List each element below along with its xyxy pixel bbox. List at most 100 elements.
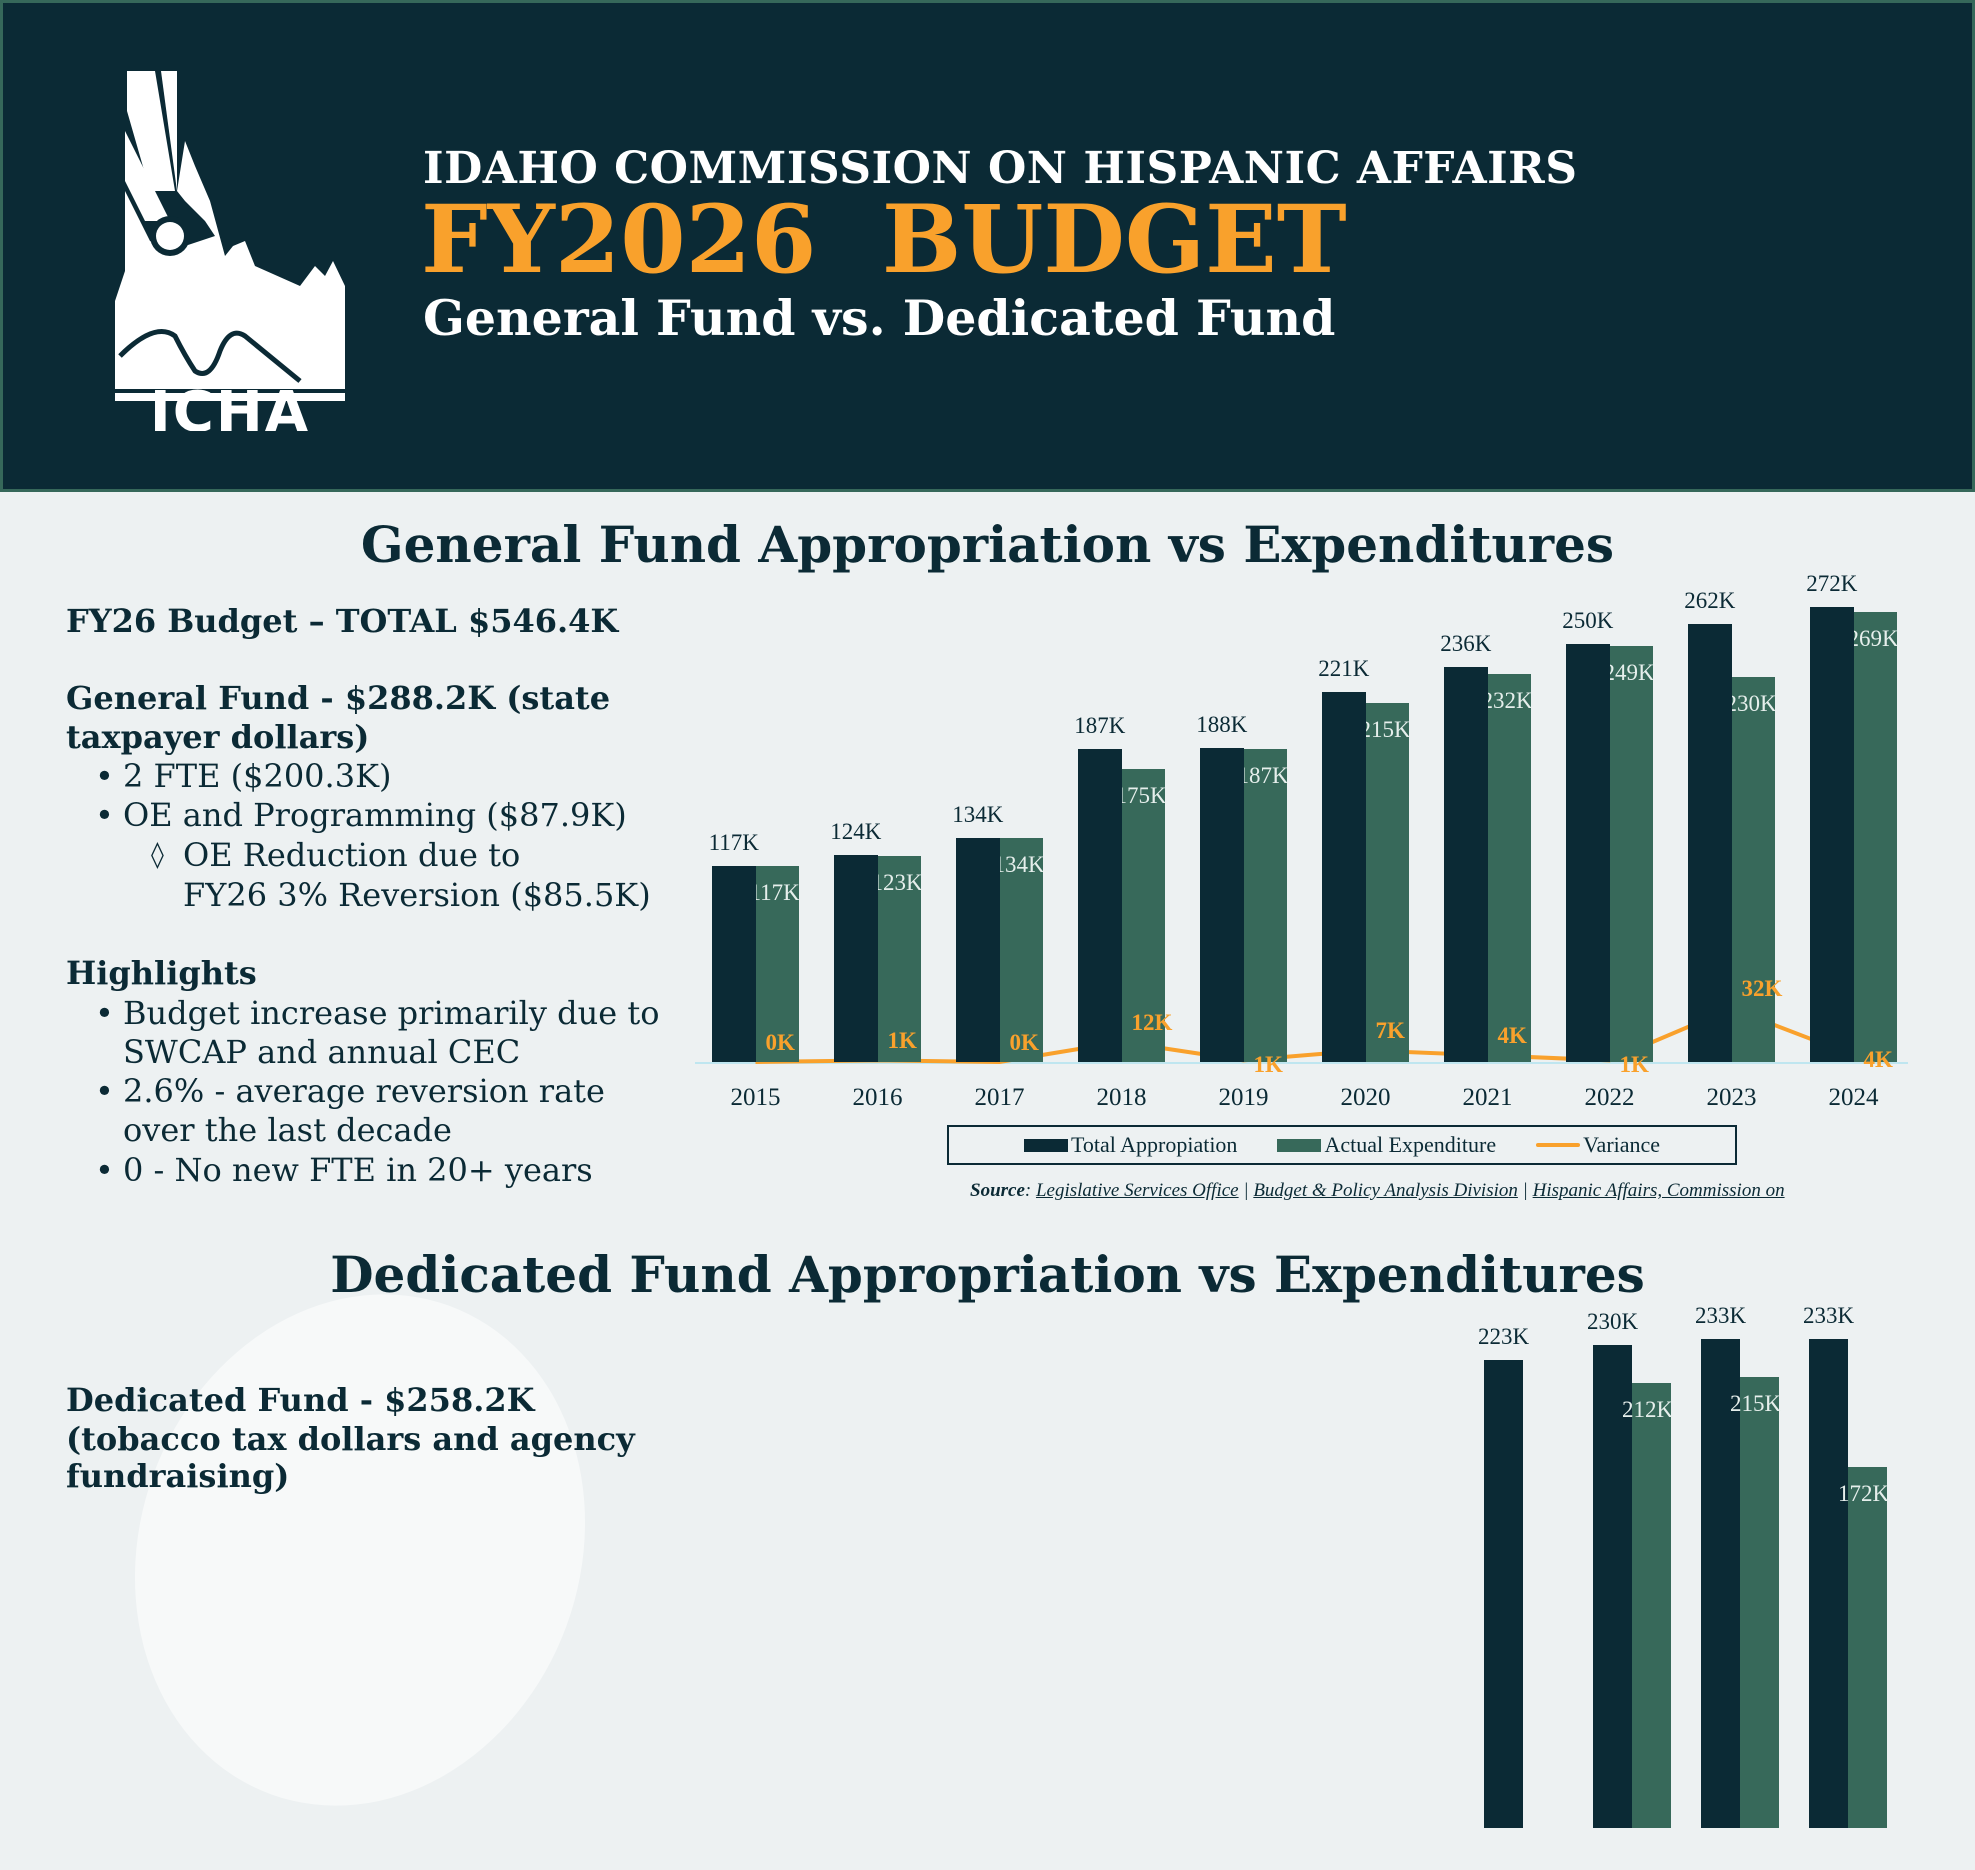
page-title: FY2026 BUDGET (421, 185, 1347, 295)
label-actual-expenditure: 232K (1488, 688, 1532, 714)
highlights-heading: Highlights (66, 954, 257, 992)
label-total-appropriation: 223K (1477, 1323, 1530, 1349)
bullet-oe: OE and Programming ($87.9K) (95, 796, 627, 834)
bar-total-appropriation (1484, 1359, 1523, 1828)
bar-total-appropriation (1810, 607, 1854, 1062)
label-total-appropriation: 134K (952, 801, 1004, 827)
legend-actual-expenditure: Actual Expenditure (1277, 1132, 1496, 1158)
highlight-3: 0 - No new FTE in 20+ years (95, 1151, 593, 1189)
x-tick-label: 2017 (974, 1084, 1025, 1111)
legend-swatch-green (1277, 1138, 1322, 1152)
x-tick-label: 2018 (1096, 1084, 1147, 1111)
highlight-2-cont: over the last decade (123, 1111, 452, 1149)
legend-total-appropriation: Total Appropiation (1023, 1132, 1238, 1158)
sub-bullet-oe-reduction-cont: FY26 3% Reversion ($85.5K) (183, 876, 651, 914)
label-variance: 0K (765, 1030, 795, 1055)
label-total-appropriation: 262K (1684, 587, 1736, 613)
label-total-appropriation: 124K (830, 818, 882, 844)
label-variance: 0K (1009, 1030, 1039, 1055)
x-tick-label: 2024 (1828, 1084, 1879, 1111)
general-fund-section-title: General Fund Appropriation vs Expenditur… (360, 515, 1615, 574)
label-actual-expenditure: 230K (1732, 691, 1776, 717)
x-tick-label: 2016 (852, 1084, 903, 1111)
label-actual-expenditure: 172K (1838, 1480, 1890, 1506)
label-actual-expenditure: 249K (1610, 659, 1654, 685)
dedicated-fund-section-title: Dedicated Fund Appropriation vs Expendit… (330, 1245, 1645, 1304)
page-subtitle: General Fund vs. Dedicated Fund (423, 289, 1336, 347)
bar-total-appropriation (1566, 644, 1610, 1062)
label-actual-expenditure: 269K (1854, 626, 1898, 652)
label-variance: 4K (1863, 1047, 1893, 1073)
bar-actual-expenditure: 123K (877, 856, 922, 1062)
bar-total-appropriation (1701, 1338, 1740, 1828)
bar-actual-expenditure: 187K (1243, 749, 1288, 1062)
bar-total-appropriation (1809, 1338, 1848, 1828)
bar-actual-expenditure: 249K (1609, 645, 1654, 1062)
bar-actual-expenditure: 269K (1853, 612, 1898, 1062)
bar-total-appropriation (1200, 747, 1244, 1062)
bar-actual-expenditure: 175K (1121, 769, 1166, 1062)
bar-actual-expenditure (1632, 1382, 1671, 1828)
dedicated-fund-line2: (tobacco tax dollars and agency (66, 1420, 635, 1458)
highlight-1-cont: SWCAP and annual CEC (123, 1033, 521, 1071)
label-total-appropriation: 272K (1806, 571, 1858, 597)
label-variance: 1K (887, 1028, 917, 1054)
x-tick-label: 2015 (730, 1084, 781, 1111)
label-variance: 1K (1619, 1052, 1649, 1078)
label-total-appropriation: 236K (1440, 631, 1492, 657)
bar-actual-expenditure: 230K (1731, 677, 1776, 1062)
bar-total-appropriation (1688, 623, 1732, 1062)
label-actual-expenditure: 187K (1244, 763, 1288, 789)
bar-actual-expenditure: 232K (1487, 674, 1532, 1062)
general-fund-line1: General Fund - $288.2K (state (66, 679, 611, 717)
bar-total-appropriation (1078, 749, 1122, 1062)
total-budget: FY26 Budget – TOTAL $546.4K (66, 602, 619, 640)
bar-actual-expenditure (1848, 1466, 1887, 1828)
label-variance: 12K (1131, 1009, 1173, 1035)
label-total-appropriation: 250K (1562, 608, 1614, 633)
highlight-1: Budget increase primarily due to (95, 994, 659, 1032)
legend-label: Actual Expenditure (1324, 1132, 1497, 1157)
bar-actual-expenditure: 215K (1365, 702, 1410, 1062)
label-actual-expenditure: 134K (1000, 851, 1044, 877)
bar-actual-expenditure: 117K (755, 866, 800, 1062)
bar-total-appropriation (956, 837, 1000, 1062)
sub-bullet-oe-reduction: OE Reduction due to (151, 836, 520, 874)
legend-label: Variance (1583, 1132, 1661, 1157)
variance-leader-line (1730, 986, 1749, 1007)
source-link-hispanic-affairs[interactable]: Hispanic Affairs, Commission on (1532, 1180, 1785, 1201)
legend-variance: Variance (1536, 1132, 1660, 1158)
label-total-appropriation: 221K (1318, 656, 1370, 682)
label-actual-expenditure: 212K (1622, 1396, 1674, 1422)
label-variance: 1K (1253, 1052, 1283, 1078)
source-label: Source (970, 1180, 1025, 1201)
source-link-bpad[interactable]: Budget & Policy Analysis Division (1253, 1180, 1518, 1201)
label-actual-expenditure: 215K (1366, 716, 1410, 742)
label-total-appropriation: 230K (1586, 1309, 1639, 1334)
organization-name: IDAHO COMMISSION ON HISPANIC AFFAIRS (423, 143, 1578, 194)
icha-logo: ICHA (115, 71, 345, 431)
bar-total-appropriation (834, 854, 878, 1062)
label-total-appropriation: 187K (1074, 713, 1126, 739)
bar-actual-expenditure: 134K (999, 837, 1044, 1062)
chart-legend: Total Appropiation Actual Expenditure Va… (947, 1125, 1737, 1165)
variance-line (755, 1006, 1855, 1065)
label-actual-expenditure: 215K (1730, 1390, 1782, 1416)
label-actual-expenditure: 123K (878, 870, 922, 896)
label-actual-expenditure: 175K (1122, 783, 1166, 809)
label-total-appropriation: 188K (1196, 711, 1248, 737)
label-actual-expenditure: 117K (756, 880, 800, 906)
decorative-watermark (64, 1230, 656, 1870)
dedicated-fund-line1: Dedicated Fund - $258.2K (66, 1381, 535, 1419)
x-tick-label: 2022 (1584, 1084, 1635, 1111)
label-total-appropriation: 117K (708, 830, 759, 856)
source-link-lso[interactable]: Legislative Services Office (1035, 1180, 1239, 1201)
header-banner: ICHA IDAHO COMMISSION ON HISPANIC AFFAIR… (0, 0, 1975, 492)
legend-label: Total Appropiation (1070, 1132, 1238, 1157)
source-citation: Source: Legislative Services Office | Bu… (970, 1180, 1785, 1201)
bullet-fte: 2 FTE ($200.3K) (95, 757, 392, 795)
dedicated-fund-line3: fundraising) (66, 1457, 290, 1495)
label-variance: 7K (1375, 1018, 1405, 1044)
label-variance: 4K (1497, 1023, 1527, 1049)
bar-actual-expenditure (1740, 1376, 1779, 1828)
